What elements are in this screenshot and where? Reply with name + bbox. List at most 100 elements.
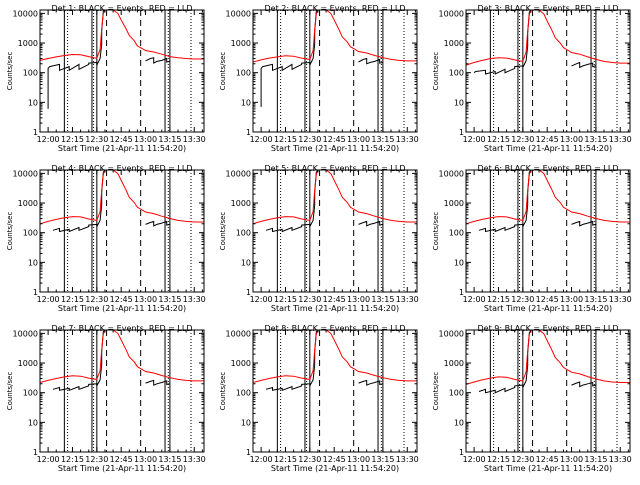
y-axis-label: Counts/sec xyxy=(432,372,440,411)
y-tick-label: 10 xyxy=(28,98,38,107)
x-tick-label: 12:30 xyxy=(298,295,321,304)
panel-title: Det 1: BLACK = Events, RED = LLD xyxy=(52,4,193,13)
panel-title: Det 3: BLACK = Events, RED = LLD xyxy=(478,4,619,13)
x-tick-label: 13:15 xyxy=(371,455,394,464)
y-tick-label: 1 xyxy=(246,448,251,457)
y-tick-label: 1000 xyxy=(231,199,251,208)
x-tick-label: 12:00 xyxy=(463,295,486,304)
panel-title: Det 7: BLACK = Events, RED = LLD xyxy=(52,324,193,333)
events-series-line xyxy=(571,220,597,227)
x-tick-label: 13:30 xyxy=(609,455,632,464)
x-axis-label: Start Time (21-Apr-11 11:54:20) xyxy=(271,144,399,153)
x-tick-label: 12:15 xyxy=(274,295,297,304)
events-series-line xyxy=(571,61,597,69)
x-tick-label: 12:30 xyxy=(85,295,108,304)
x-tick-label: 13:15 xyxy=(584,295,607,304)
x-tick-label: 12:30 xyxy=(85,135,108,144)
x-tick-label: 12:15 xyxy=(274,135,297,144)
events-series-line xyxy=(47,9,106,109)
y-tick-label: 1 xyxy=(459,288,464,297)
y-tick-label: 10 xyxy=(454,98,464,107)
y-axis-label: Counts/sec xyxy=(219,52,227,91)
y-tick-label: 10000 xyxy=(226,329,251,338)
lld-series-line xyxy=(39,329,204,383)
x-tick-label: 13:00 xyxy=(347,135,370,144)
x-tick-label: 12:45 xyxy=(110,455,133,464)
events-series-line xyxy=(145,57,170,64)
x-tick-label: 12:30 xyxy=(298,135,321,144)
x-tick-label: 12:45 xyxy=(536,455,559,464)
events-series-line xyxy=(358,220,384,227)
y-tick-label: 100 xyxy=(236,389,251,398)
y-tick-label: 10000 xyxy=(13,169,38,178)
lld-series-line xyxy=(252,329,417,383)
y-tick-label: 1 xyxy=(246,288,251,297)
x-tick-label: 13:30 xyxy=(609,135,632,144)
y-tick-label: 10 xyxy=(454,418,464,427)
x-tick-label: 13:00 xyxy=(560,135,583,144)
panel-title: Det 8: BLACK = Events, RED = LLD xyxy=(265,324,406,333)
x-tick-label: 12:00 xyxy=(250,135,273,144)
lld-series-line xyxy=(252,169,417,225)
x-tick-label: 13:00 xyxy=(560,295,583,304)
x-tick-label: 12:15 xyxy=(274,455,297,464)
axes-frame xyxy=(465,169,631,293)
events-series-line xyxy=(358,379,383,386)
detector-panel: 1 10 100 1000 10000 12:00 12:15 12:30 12:45 13:00… xyxy=(6,164,206,313)
x-tick-label: 13:15 xyxy=(371,295,394,304)
y-tick-label: 100 xyxy=(449,69,464,78)
y-tick-label: 10 xyxy=(241,418,251,427)
x-tick-label: 12:45 xyxy=(323,135,346,144)
y-tick-label: 10000 xyxy=(439,9,464,18)
x-tick-label: 13:30 xyxy=(609,295,632,304)
x-axis-label: Start Time (21-Apr-11 11:54:20) xyxy=(271,304,399,313)
axes-frame xyxy=(39,169,205,293)
y-axis-label: Counts/sec xyxy=(6,372,14,411)
y-tick-label: 1000 xyxy=(18,359,38,368)
panel-title: Det 5: BLACK = Events, RED = LLD xyxy=(265,164,406,173)
x-axis-label: Start Time (21-Apr-11 11:54:20) xyxy=(58,304,186,313)
axes-frame xyxy=(465,329,631,453)
x-axis-label: Start Time (21-Apr-11 11:54:20) xyxy=(271,464,399,473)
y-tick-label: 1000 xyxy=(18,39,38,48)
y-axis-label: Counts/sec xyxy=(219,212,227,251)
lld-series-line xyxy=(465,9,630,66)
x-tick-label: 13:00 xyxy=(347,455,370,464)
y-tick-label: 100 xyxy=(236,69,251,78)
events-series-line xyxy=(571,381,597,388)
y-tick-label: 100 xyxy=(23,229,38,238)
y-tick-label: 1000 xyxy=(18,199,38,208)
x-tick-label: 12:00 xyxy=(463,135,486,144)
lld-series-line xyxy=(39,169,204,225)
x-tick-label: 13:30 xyxy=(396,295,419,304)
axes-frame xyxy=(465,9,631,133)
x-tick-label: 12:45 xyxy=(536,295,559,304)
y-tick-label: 10000 xyxy=(226,169,251,178)
y-axis-label: Counts/sec xyxy=(432,52,440,91)
x-tick-label: 13:00 xyxy=(134,135,157,144)
detector-panel: 1 10 100 1000 10000 12:00 12:15 12:30 12:45 13:00… xyxy=(219,324,419,473)
axes-frame xyxy=(252,329,418,453)
y-tick-label: 100 xyxy=(236,229,251,238)
axes-frame xyxy=(252,9,418,133)
x-tick-label: 12:15 xyxy=(61,135,84,144)
events-series-line xyxy=(145,379,170,386)
x-tick-label: 12:00 xyxy=(37,135,60,144)
x-axis-label: Start Time (21-Apr-11 11:54:20) xyxy=(484,144,612,153)
y-tick-label: 10000 xyxy=(439,169,464,178)
y-tick-label: 1 xyxy=(459,448,464,457)
detector-panel: 1 10 100 1000 10000 12:00 12:15 12:30 12:45 13:00… xyxy=(219,164,419,313)
x-tick-label: 12:30 xyxy=(511,455,534,464)
events-series-line xyxy=(145,220,171,227)
events-series-line xyxy=(260,9,319,107)
y-tick-label: 10 xyxy=(28,418,38,427)
y-tick-label: 1000 xyxy=(231,359,251,368)
x-tick-label: 12:30 xyxy=(298,455,321,464)
x-tick-label: 13:15 xyxy=(584,135,607,144)
x-tick-label: 12:45 xyxy=(536,135,559,144)
y-tick-label: 10 xyxy=(241,258,251,267)
x-tick-label: 13:00 xyxy=(134,455,157,464)
events-series-line xyxy=(265,329,319,392)
y-tick-label: 1 xyxy=(33,128,38,137)
